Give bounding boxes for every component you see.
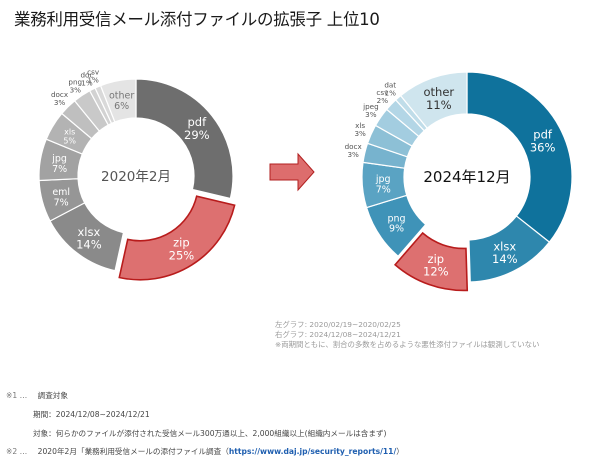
slice-label-zip: zip <box>173 236 190 250</box>
slice-value-other: 11% <box>426 98 452 112</box>
slice-pdf <box>466 71 573 243</box>
slice-value-jpg: 7% <box>376 185 391 196</box>
slice-label-xlsx: xlsx <box>493 239 516 253</box>
footnote-2-link[interactable]: https://www.daj.jp/security_reports/11/ <box>228 447 397 456</box>
slice-value-jpeg: 3% <box>365 110 377 119</box>
slice-value-zip: 25% <box>169 248 195 262</box>
footnote-1-heading: ※1 … 調査対象 <box>6 390 68 401</box>
footnote-2-mark: ※2 … <box>6 447 28 456</box>
slice-value-xlsx: 14% <box>492 252 518 266</box>
slice-value-docx: 3% <box>54 98 66 107</box>
note-left-period: 左グラフ: 2020/02/19~2020/02/25 <box>275 320 401 329</box>
slice-label-xls: xls <box>64 128 75 137</box>
chart-notes: 左グラフ: 2020/02/19~2020/02/25 右グラフ: 2024/1… <box>275 320 539 350</box>
slice-xlsx <box>468 215 551 283</box>
slice-value-pdf: 36% <box>530 140 556 154</box>
arrow-right-icon <box>269 152 315 192</box>
slice-label-xls: xls <box>355 121 365 130</box>
slice-label-pdf: pdf <box>187 115 207 129</box>
page-title: 業務利用受信メール添付ファイルの拡張子 上位10 <box>14 10 380 29</box>
footnote-1-period: 期間：2024/12/08~2024/12/21 <box>33 410 150 419</box>
slice-value-jpg: 7% <box>52 164 67 175</box>
note-right-period: 右グラフ: 2024/12/08~2024/12/21 <box>275 330 401 339</box>
slice-other <box>399 71 468 130</box>
slice-value-xls: 5% <box>63 136 76 145</box>
slice-value-other: 6% <box>114 101 129 112</box>
footnote-2-close: ） <box>396 447 404 456</box>
slice-label-dat: dat <box>384 81 396 90</box>
slice-label-zip: zip <box>428 252 445 266</box>
slice-label-jpeg: jpeg <box>362 102 379 111</box>
slice-label-other: other <box>109 90 134 101</box>
center-label: 2020年2月 <box>101 169 171 185</box>
slice-value-docx: 3% <box>347 150 359 159</box>
slice-value-png: 9% <box>389 224 404 235</box>
slice-value-zip: 12% <box>423 265 449 279</box>
slice-other <box>99 78 137 123</box>
slice-value-csv: 2% <box>377 96 389 105</box>
slice-zip <box>118 195 236 281</box>
donut-chart-2020: pdf29%zip25%xlsx14%eml7%jpg7%xls5%docx3%… <box>38 68 236 281</box>
slice-label-docx: docx <box>345 142 363 151</box>
slice-label-csv: csv <box>376 88 389 97</box>
slice-label-docx: docx <box>51 90 69 99</box>
slice-pdf <box>135 78 234 200</box>
slice-value-csv: 1% <box>87 76 99 85</box>
slice-value-doc: 1% <box>81 78 93 87</box>
footnote-1-title: 調査対象 <box>37 391 68 400</box>
slice-label-other: other <box>423 85 454 99</box>
slice-label-csv: csv <box>87 68 100 77</box>
slice-zip <box>393 231 469 292</box>
center-label: 2024年12月 <box>423 168 510 186</box>
slice-label-png: png <box>387 213 405 224</box>
slice-label-doc: doc <box>81 71 94 80</box>
slice-label-pdf: pdf <box>533 128 553 142</box>
note-observation: ※両期間ともに、割合の多数を占めるような悪性添付ファイルは観測していない <box>275 340 540 349</box>
slice-label-jpg: jpg <box>51 153 67 164</box>
slice-label-jpg: jpg <box>375 174 391 185</box>
slice-label-xlsx: xlsx <box>77 225 100 239</box>
slice-value-pdf: 29% <box>184 128 210 142</box>
donut-chart-2024: pdf36%xlsx14%zip12%png9%jpg7%docx3%xls3%… <box>345 71 573 292</box>
slice-value-eml: 7% <box>54 197 69 208</box>
slice-value-xlsx: 14% <box>76 237 102 251</box>
footnote-2: ※2 … 2020年2月「業務利用受信メールの添付ファイル調査（https://… <box>6 446 404 457</box>
slice-value-png: 3% <box>70 85 82 94</box>
slice-label-png: png <box>68 77 82 86</box>
slice-label-eml: eml <box>52 187 70 198</box>
footnote-1-mark: ※1 … <box>6 391 28 400</box>
footnote-2-text: 2020年2月「業務利用受信メールの添付ファイル調査（ <box>37 447 229 456</box>
footnote-1-target: 対象：何らかのファイルが添付された受信メール300万通以上、2,000組織以上(… <box>33 429 387 438</box>
slice-value-xls: 3% <box>354 129 366 138</box>
slice-value-dat: 1% <box>385 89 397 98</box>
